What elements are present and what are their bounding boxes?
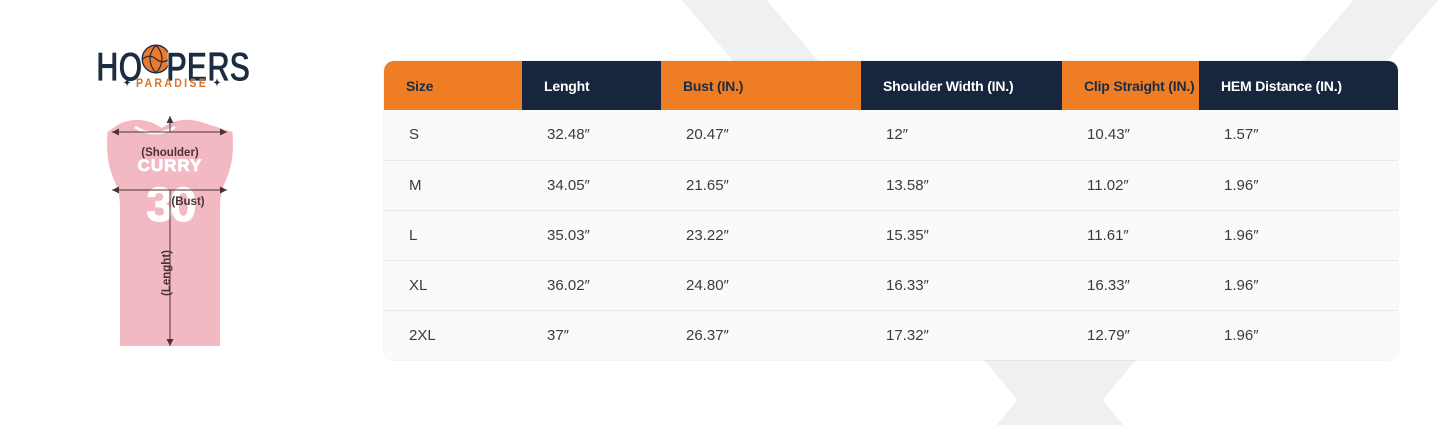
svg-text:(Shoulder): (Shoulder) — [141, 147, 199, 159]
svg-text:(Bust): (Bust) — [171, 196, 204, 208]
svg-text:(Lenght): (Lenght) — [161, 250, 173, 296]
